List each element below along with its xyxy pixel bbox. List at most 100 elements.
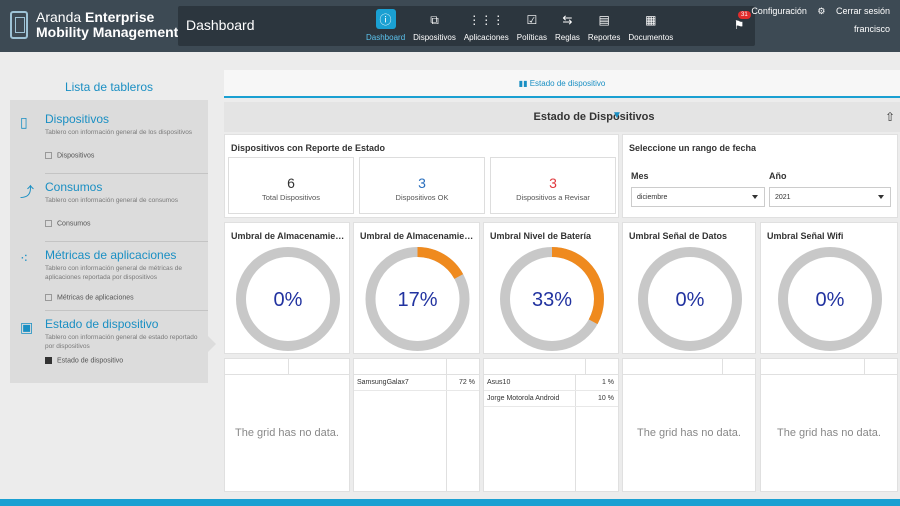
date-card-title: Seleccione un rango de fecha bbox=[629, 143, 757, 153]
month-label: Mes bbox=[631, 171, 649, 181]
sidebar-divider bbox=[45, 173, 208, 174]
main-nav: ⓘ Dashboard ⧉ Dispositivos ⋮⋮⋮ Aplicaciones ☑ P… bbox=[362, 6, 677, 46]
info-icon: ⓘ bbox=[375, 9, 396, 29]
device-name-cell: Asus10 bbox=[487, 379, 511, 386]
brand-name-light: Aranda bbox=[36, 9, 82, 25]
export-icon[interactable]: ⇧ bbox=[885, 110, 896, 124]
nav-dashboard[interactable]: ⓘ Dashboard bbox=[362, 6, 409, 46]
page-title: Dashboard bbox=[186, 17, 255, 33]
brand-logo[interactable]: Aranda Enterprise Mobility Management bbox=[10, 10, 178, 40]
dashboard-tab-bar: ▮▮ Estado de dispositivo bbox=[224, 70, 900, 98]
kpi-ok-label: Dispositivos OK bbox=[395, 193, 449, 202]
nav-documentos[interactable]: ▦ Documentos bbox=[624, 6, 677, 46]
line-chart-icon: ⤴ bbox=[20, 184, 34, 200]
policies-icon: ☑ bbox=[526, 13, 538, 27]
gauge-card: Umbral Nivel de Batería 33% bbox=[483, 222, 619, 354]
gauge-title: Umbral Señal de Datos bbox=[629, 231, 728, 241]
device-report-card: Dispositivos con Reporte de Estado 6 Tot… bbox=[224, 134, 619, 218]
gauge-card: Umbral Señal de Datos 0% bbox=[622, 222, 756, 354]
kpi-review-value: 3 bbox=[549, 175, 557, 191]
apps-grid-icon: ⋮⋮⋮ bbox=[468, 13, 505, 27]
gauge-chart: 17% bbox=[365, 247, 470, 351]
sidebar-item-subentry[interactable]: Dispositivos bbox=[45, 152, 94, 159]
nav-reportes[interactable]: ▤ Reportes bbox=[584, 6, 624, 46]
device-name-cell: SamsungGalax7 bbox=[357, 379, 409, 386]
sidebar-item-description: Tablero con información general de métri… bbox=[45, 265, 182, 281]
table-row[interactable]: SamsungGalax7 72 % bbox=[354, 375, 479, 391]
percentage-cell: 10 % bbox=[598, 395, 614, 402]
scatter-chart-icon: ⁖ bbox=[20, 250, 29, 266]
grid-column-divider bbox=[575, 375, 576, 491]
data-grid: The grid has no data. bbox=[224, 358, 350, 492]
gauge-track bbox=[778, 247, 882, 351]
grid-column-divider bbox=[585, 359, 586, 374]
date-range-card: Seleccione un rango de fecha Mes diciemb… bbox=[622, 134, 898, 218]
sidebar-item-subentry[interactable]: Métricas de aplicaciones bbox=[45, 294, 134, 301]
sidebar-item-description: Tablero con información general de consu… bbox=[45, 197, 178, 204]
gauge-title: Umbral de Almacenamiento bbox=[231, 231, 347, 241]
gauge-card: Umbral de Almacenamiento 0% bbox=[224, 222, 350, 354]
sidebar-item-description: Tablero con información general de estad… bbox=[45, 334, 198, 350]
nav-label: Reportes bbox=[587, 33, 621, 42]
data-grid: SamsungGalax7 72 % bbox=[353, 358, 480, 492]
nav-label: Reglas bbox=[554, 33, 580, 42]
nav-reglas[interactable]: ⇆ Reglas bbox=[551, 6, 584, 46]
kpi-review: 3 Dispositivos a Revisar bbox=[490, 157, 616, 214]
gauge-value-label: 0% bbox=[816, 289, 845, 311]
tab-label: Estado de dispositivo bbox=[529, 79, 606, 88]
filter-icon[interactable]: ▼ bbox=[612, 110, 622, 121]
notification-badge: 31 bbox=[738, 11, 751, 19]
sidebar-item-name: Métricas de aplicaciones bbox=[45, 248, 177, 262]
table-row[interactable]: Jorge Motorola Android 10 % bbox=[484, 391, 618, 407]
chevron-down-icon bbox=[752, 195, 758, 199]
data-grid: The grid has no data. bbox=[622, 358, 756, 492]
grid-column-divider bbox=[722, 359, 723, 374]
device-status-icon: ▣ bbox=[20, 319, 34, 335]
kpi-ok-value: 3 bbox=[418, 175, 426, 191]
chevron-down-icon bbox=[878, 195, 884, 199]
nav-pol-ticas[interactable]: ☑ Políticas bbox=[513, 6, 551, 46]
gauge-value-arc bbox=[365, 247, 470, 351]
gauge-title: Umbral Nivel de Batería bbox=[490, 231, 592, 241]
header-nav-container: Dashboard ⓘ Dashboard ⧉ Dispositivos ⋮⋮⋮ Apli… bbox=[178, 6, 755, 46]
tab-estado-dispositivo[interactable]: ▮▮ Estado de dispositivo bbox=[224, 79, 900, 88]
gear-icon[interactable]: ⚙ bbox=[817, 6, 826, 16]
gauge-value-label: 33% bbox=[532, 289, 572, 311]
year-select[interactable]: 2021 bbox=[769, 187, 891, 207]
nav-aplicaciones[interactable]: ⋮⋮⋮ Aplicaciones bbox=[460, 6, 513, 46]
device-name-cell: Jorge Motorola Android bbox=[487, 395, 560, 402]
selected-pointer bbox=[208, 336, 216, 352]
config-link[interactable]: Configuración bbox=[751, 6, 807, 16]
data-grid: The grid has no data. bbox=[760, 358, 898, 492]
table-row[interactable]: Asus10 1 % bbox=[484, 375, 618, 391]
sidebar-item-name: Dispositivos bbox=[45, 112, 110, 126]
grid-header bbox=[623, 359, 755, 375]
sidebar-item-subentry[interactable]: Consumos bbox=[45, 220, 90, 227]
percentage-cell: 72 % bbox=[459, 379, 475, 386]
bell-icon[interactable]: ⚑ bbox=[733, 18, 745, 32]
grid-header bbox=[761, 359, 897, 375]
bar-chart-icon: ▮▮ bbox=[518, 79, 528, 88]
reports-icon: ▤ bbox=[598, 13, 610, 27]
gauge-title: Umbral Señal Wifi bbox=[767, 231, 844, 241]
nav-dispositivos[interactable]: ⧉ Dispositivos bbox=[409, 6, 460, 46]
sidebar-item-subentry[interactable]: Estado de dispositivo bbox=[45, 357, 123, 364]
section-header: Estado de Dispositivos ▼ ⇧ bbox=[224, 102, 900, 132]
kpi-ok: 3 Dispositivos OK bbox=[359, 157, 485, 214]
logout-link[interactable]: Cerrar sesión bbox=[835, 6, 890, 16]
gauge-card: Umbral de Almacenamiento 17% bbox=[353, 222, 480, 354]
gauge-track bbox=[236, 247, 340, 351]
mobile-device-logo-icon bbox=[10, 11, 28, 39]
sidebar-item-description: Tablero con información general de los d… bbox=[45, 129, 193, 136]
month-select[interactable]: diciembre bbox=[631, 187, 765, 207]
brand-subtitle: Mobility Management bbox=[36, 24, 179, 40]
grid-header bbox=[354, 359, 479, 375]
grid-empty-message: The grid has no data. bbox=[777, 427, 881, 439]
data-grid: Asus10 1 % Jorge Motorola Android 10 % bbox=[483, 358, 619, 492]
username: francisco bbox=[853, 24, 890, 34]
grid-column-divider bbox=[288, 359, 289, 374]
sidebar-item-name: Estado de dispositivo bbox=[45, 317, 159, 331]
gauge-track bbox=[638, 247, 742, 351]
nav-label: Dashboard bbox=[366, 33, 406, 42]
documents-icon: ▦ bbox=[645, 13, 657, 27]
